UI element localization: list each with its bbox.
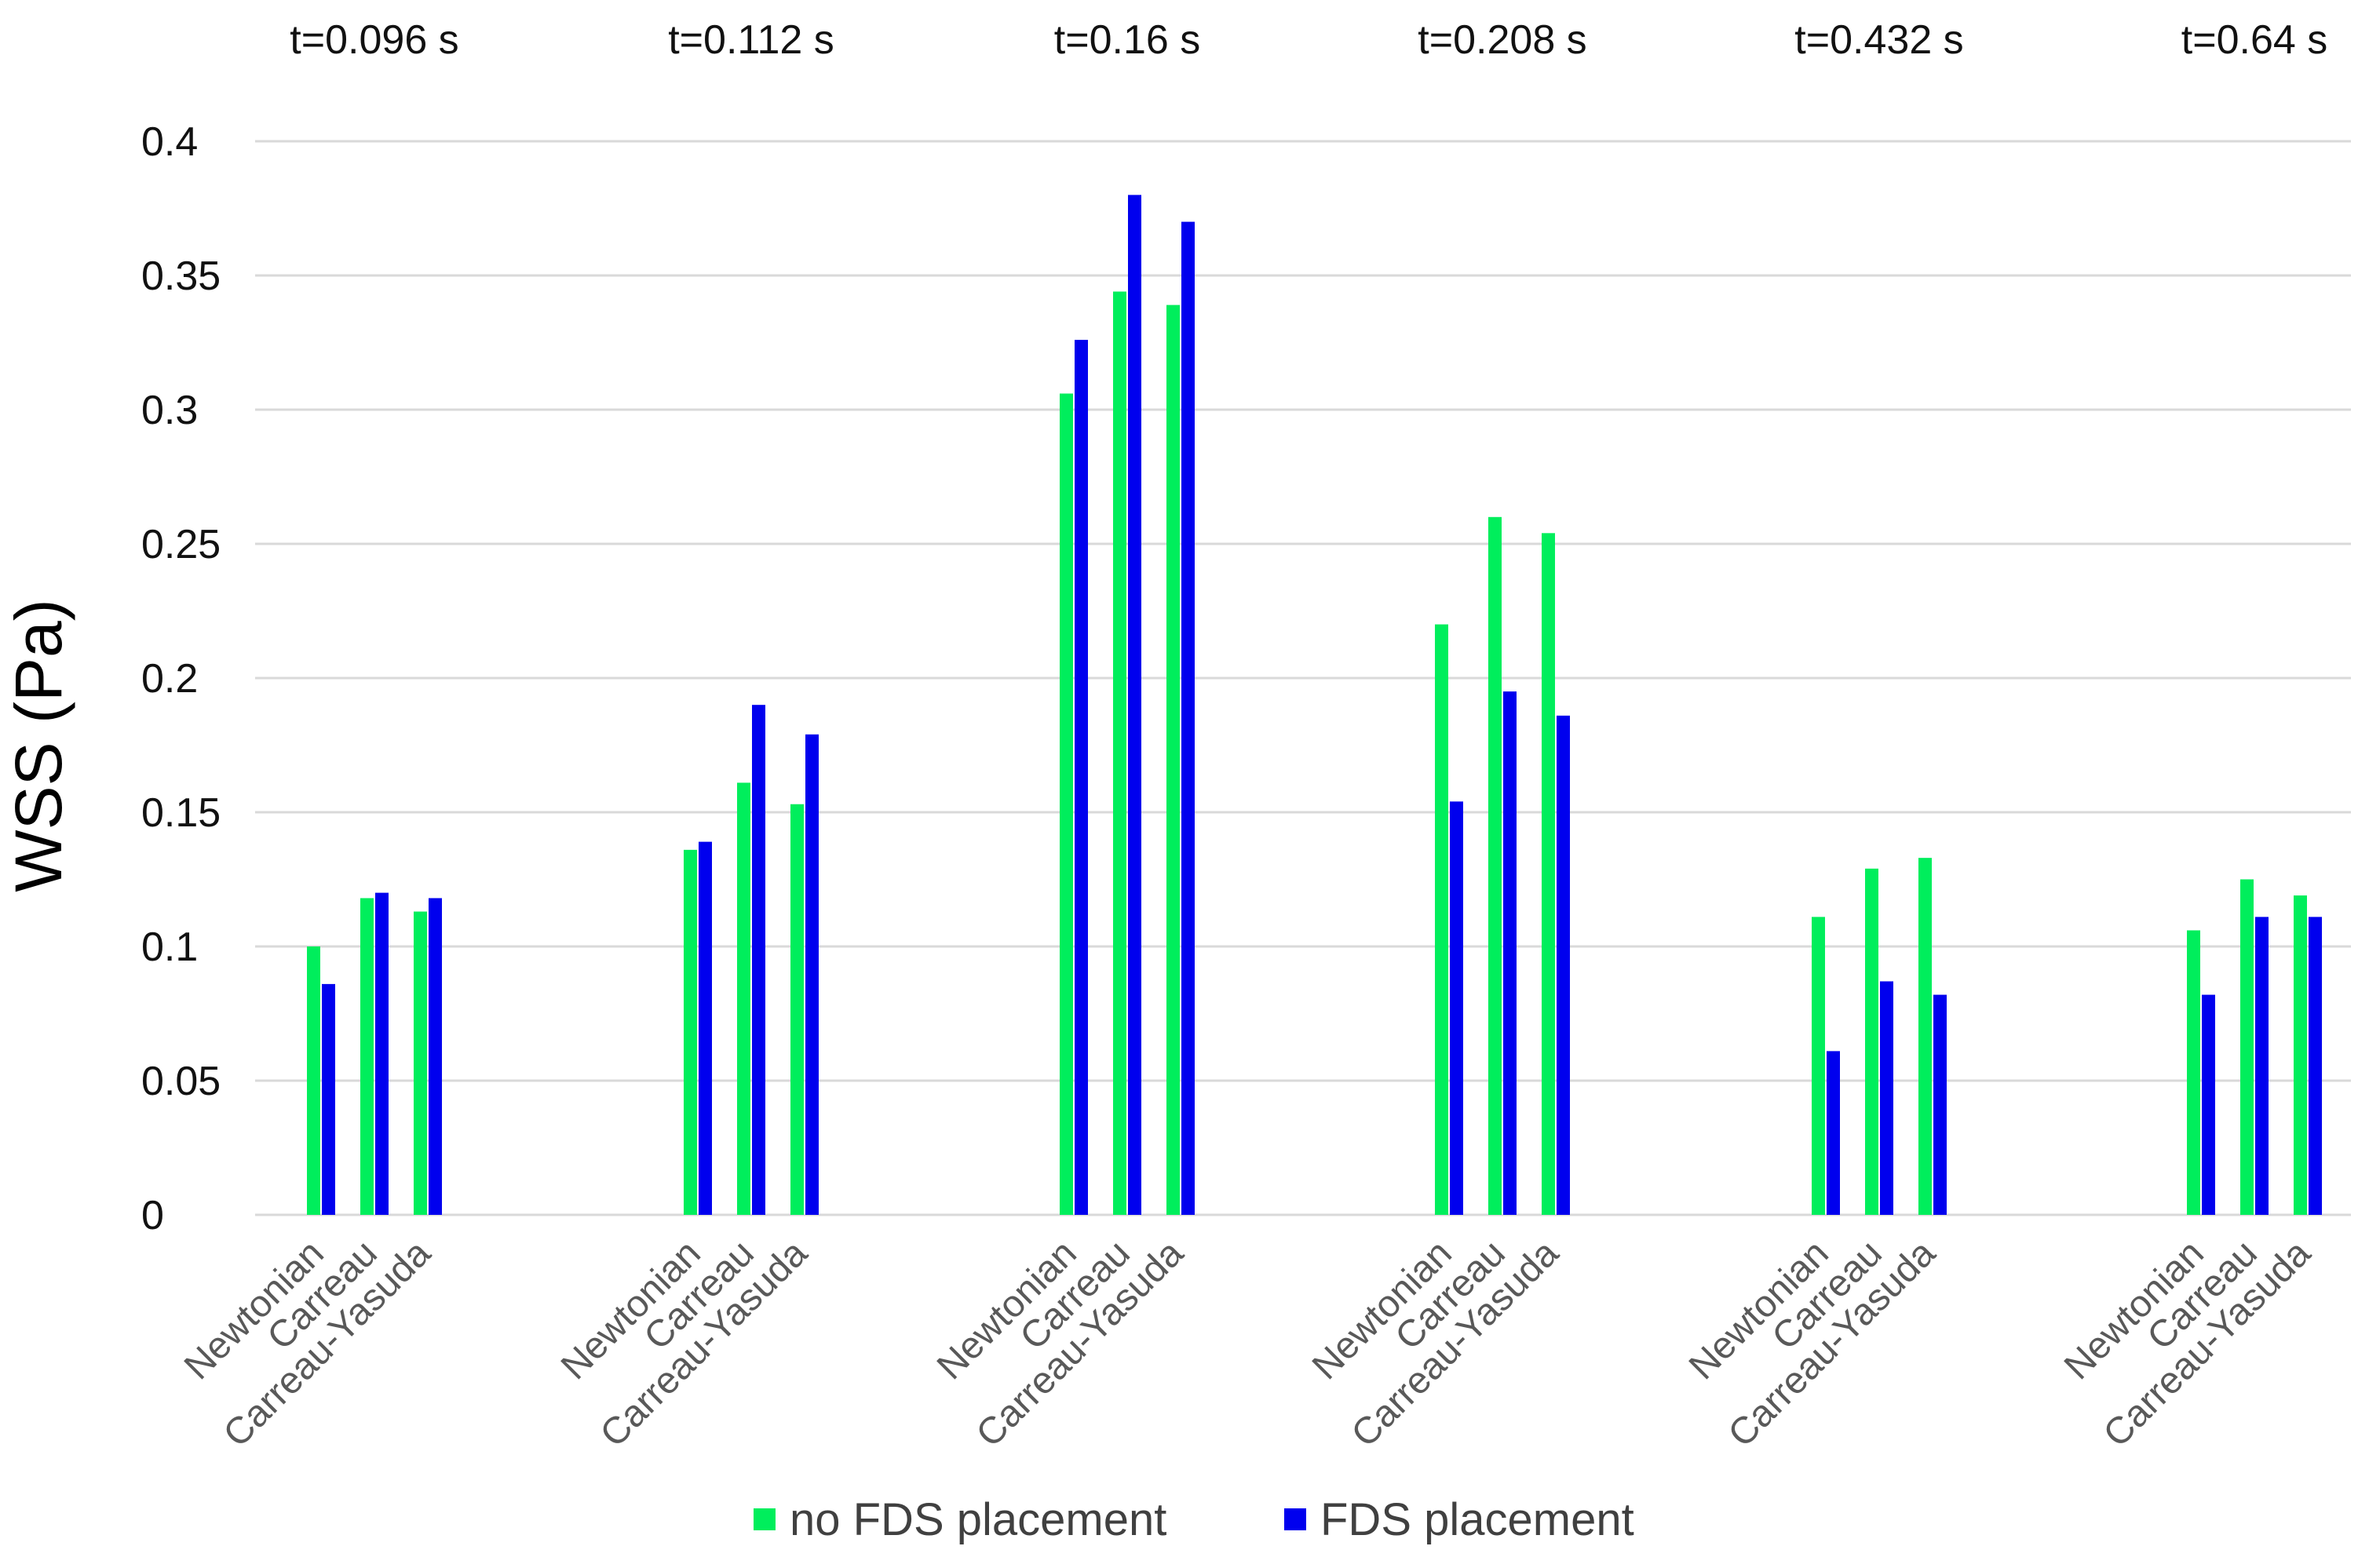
y-tick-label: 0.1 [141,924,198,970]
bar-no-fds-2-1 [1113,291,1126,1215]
y-axis-ticks: 0 0.05 0.1 0.15 0.2 0.25 0.3 0.35 0.4 [141,119,221,1238]
bar-fds-1-1 [752,705,765,1215]
legend-swatch-no_fds [754,1508,776,1530]
group-title: t=0.112 s [668,17,834,63]
bar-fds-3-2 [1557,715,1570,1215]
bar-no-fds-2-2 [1166,304,1180,1215]
legend: no FDS placement FDS placement [754,1494,1634,1545]
bar-no-fds-4-2 [1918,858,1932,1215]
y-tick-label: 0.3 [141,388,198,433]
bar-fds-2-1 [1128,195,1141,1215]
bar-no-fds-0-0 [307,946,320,1215]
y-tick-label: 0.35 [141,253,221,299]
bar-fds-5-2 [2309,917,2322,1215]
bar-fds-4-2 [1933,994,1947,1215]
bar-no-fds-5-0 [2187,930,2200,1215]
bar-no-fds-1-1 [737,782,750,1215]
y-tick-label: 0.25 [141,522,221,567]
bar-fds-4-1 [1880,981,1893,1215]
legend-swatch-fds [1284,1508,1306,1530]
bar-no-fds-4-1 [1865,868,1878,1215]
legend-label-no_fds: no FDS placement [790,1494,1166,1545]
bar-fds-3-0 [1450,801,1463,1215]
bar-fds-5-1 [2255,917,2269,1215]
bar-fds-1-0 [699,841,712,1215]
y-tick-label: 0 [141,1193,164,1238]
group-title: t=0.64 s [2181,17,2327,63]
bar-no-fds-3-2 [1542,533,1555,1215]
y-tick-label: 0.4 [141,119,198,165]
legend-label-fds: FDS placement [1320,1494,1634,1545]
y-tick-label: 0.2 [141,656,198,702]
bar-no-fds-3-1 [1488,516,1502,1215]
bar-no-fds-0-2 [414,911,427,1215]
bar-no-fds-2-0 [1060,393,1073,1216]
bar-fds-0-1 [375,892,389,1215]
bar-fds-3-1 [1503,691,1517,1215]
bar-no-fds-4-0 [1812,917,1825,1215]
group-titles: t=0.096 s t=0.112 s t=0.16 s t=0.208 s t=0.4… [290,17,2327,63]
bar-no-fds-1-0 [684,849,697,1215]
bar-fds-0-2 [429,898,442,1215]
group-title: t=0.096 s [290,17,458,63]
bar-fds-2-2 [1181,221,1195,1216]
y-axis-title: WSS (Pa) [2,599,75,892]
gridlines [255,140,2351,1216]
bar-no-fds-5-1 [2240,879,2254,1215]
group-title: t=0.16 s [1054,17,1200,63]
bar-no-fds-1-2 [790,804,804,1215]
bar-no-fds-5-2 [2294,895,2307,1215]
group-title: t=0.432 s [1794,17,1963,63]
y-tick-label: 0.05 [141,1059,221,1104]
group-title: t=0.208 s [1418,17,1586,63]
bar-no-fds-3-0 [1435,624,1448,1215]
y-tick-label: 0.15 [141,790,221,836]
bar-fds-5-0 [2202,994,2215,1215]
bar-fds-1-2 [805,734,819,1215]
bar-fds-0-0 [322,983,335,1215]
bar-fds-4-0 [1827,1051,1840,1215]
bars [307,195,2322,1216]
bar-no-fds-0-1 [360,898,374,1215]
bar-fds-2-0 [1075,340,1088,1216]
